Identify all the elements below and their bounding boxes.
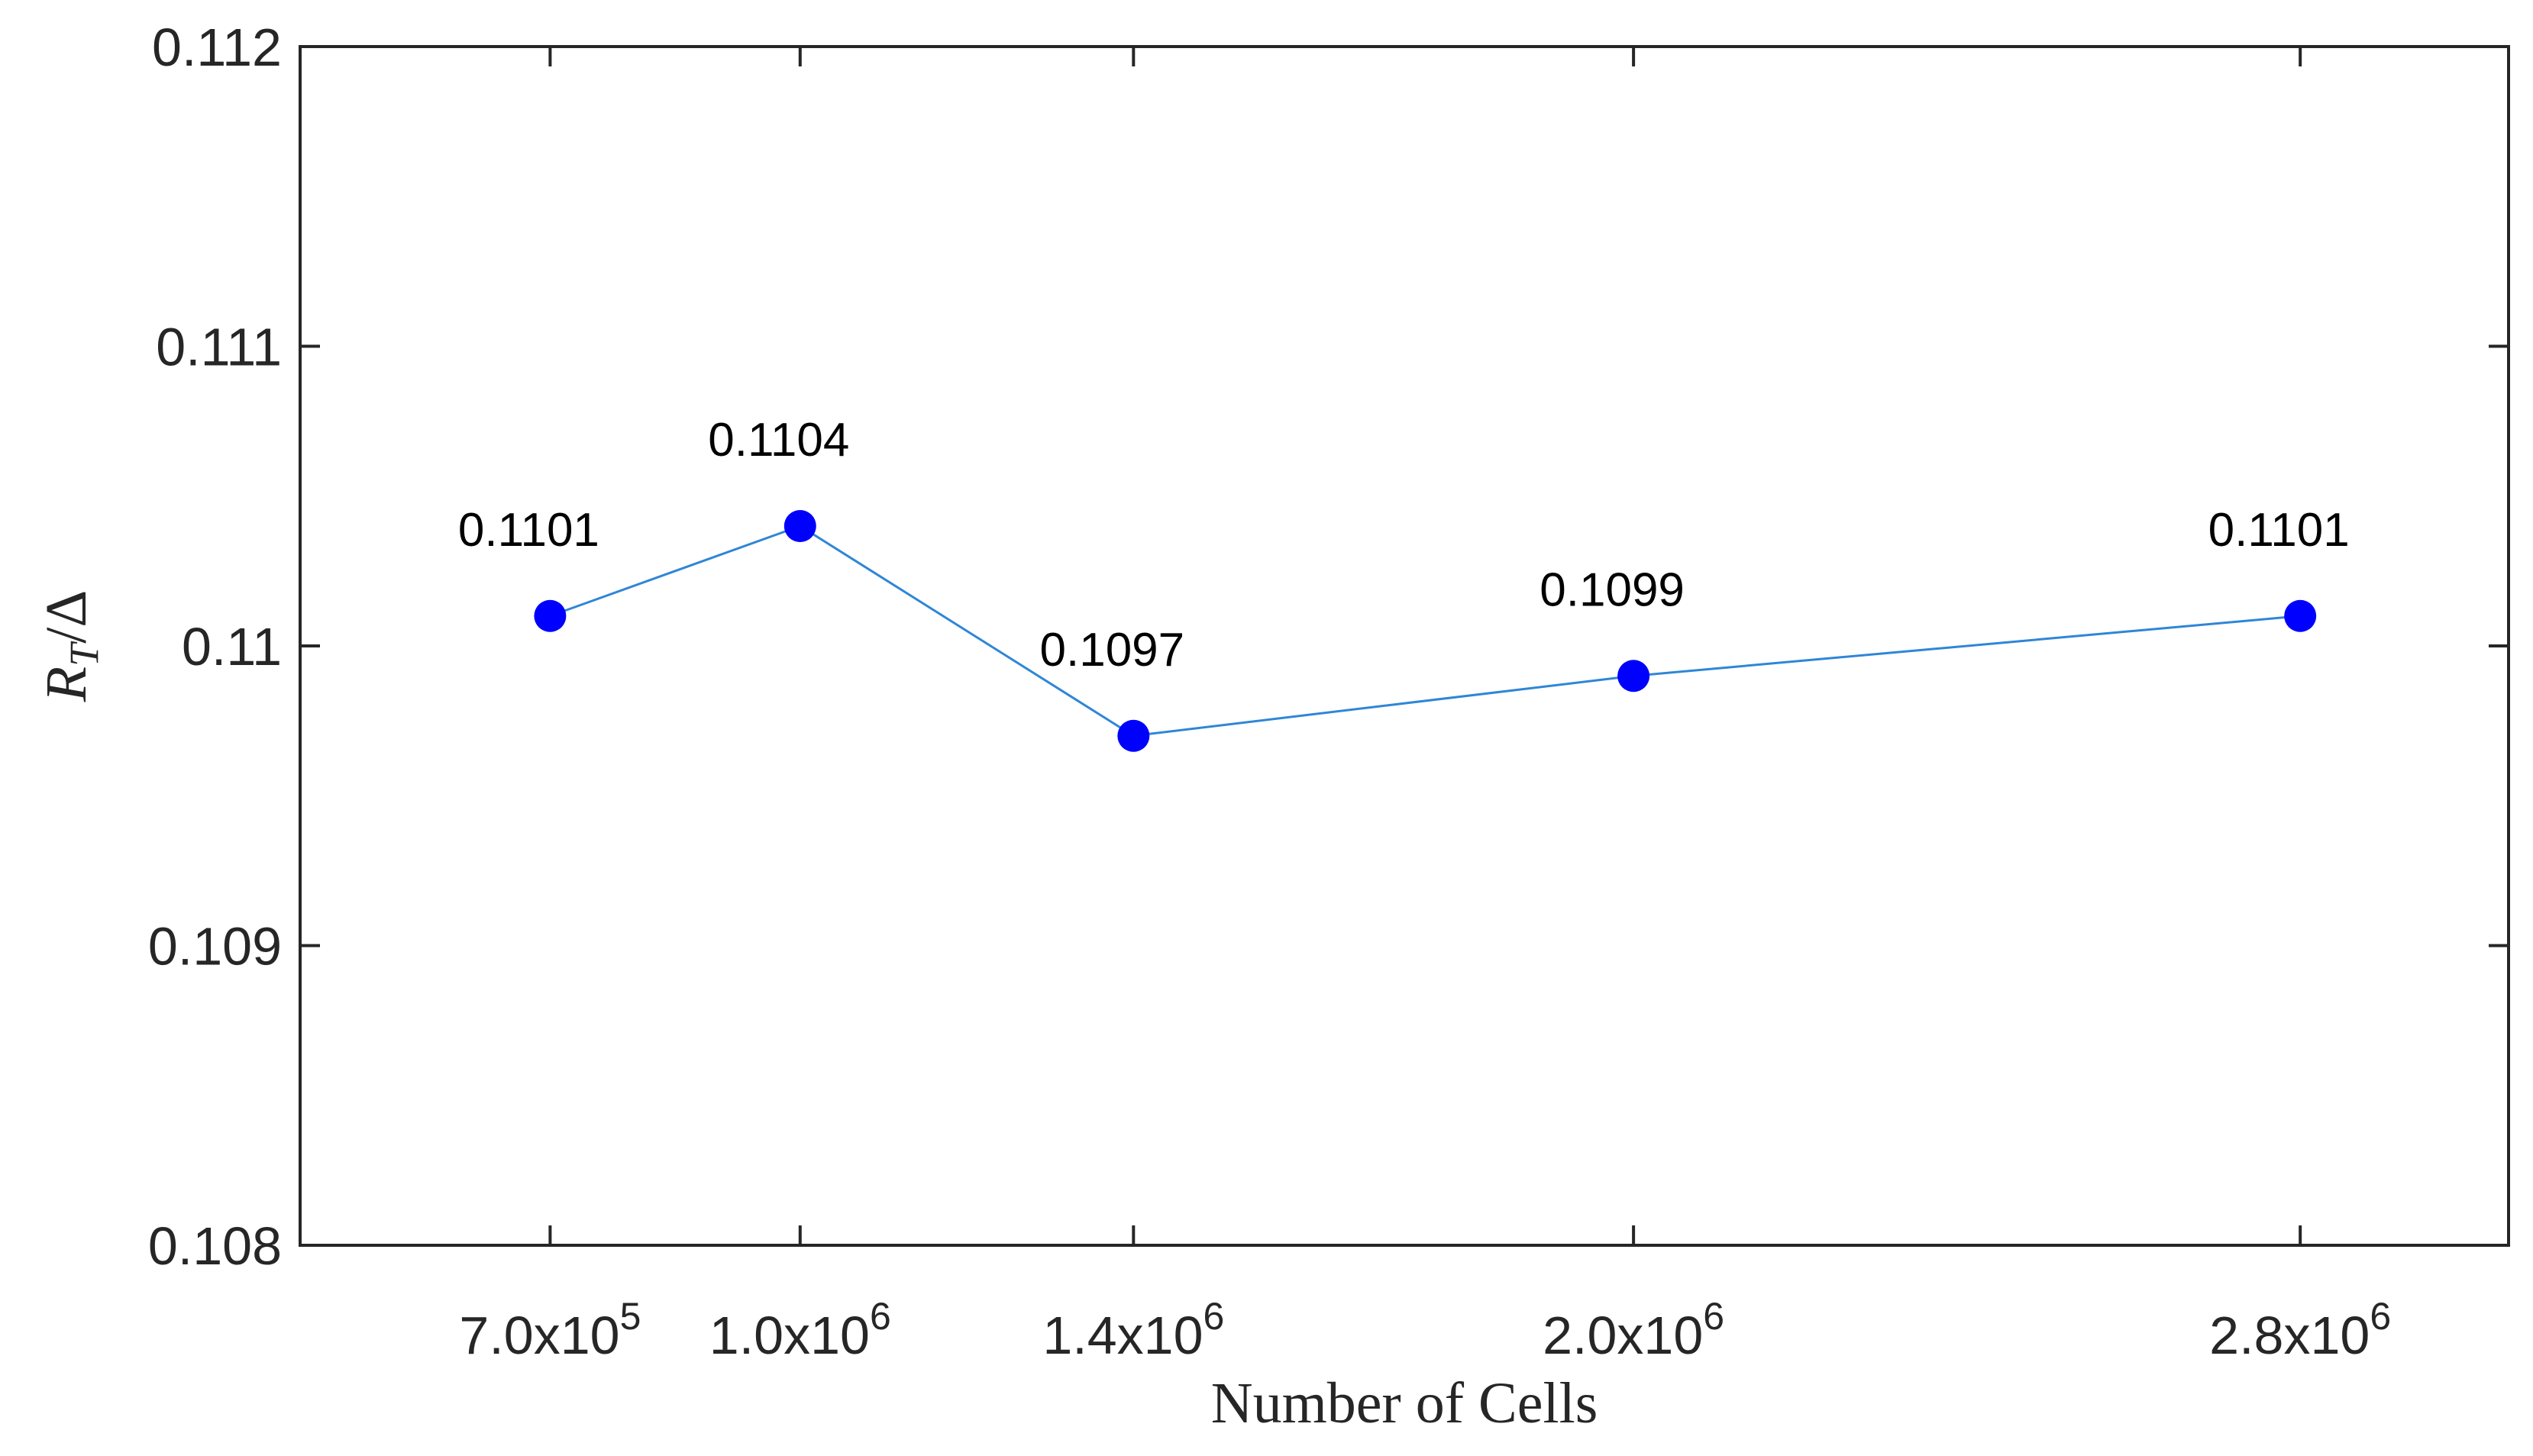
y-tick-label: 0.11 — [182, 617, 282, 676]
data-label: 0.1099 — [1540, 563, 1685, 616]
y-tick-label: 0.109 — [148, 917, 282, 977]
data-point — [1617, 660, 1650, 692]
axes-layer — [299, 45, 2510, 1247]
series-line — [549, 525, 2301, 738]
x-tick-label: 1.0x106 — [709, 1295, 891, 1365]
x-tick-label: 2.0x106 — [1543, 1295, 1724, 1365]
y-axis-title: RT/Δ — [34, 590, 107, 702]
x-tick-label: 2.8x106 — [2209, 1295, 2391, 1365]
series-layer — [534, 510, 2317, 752]
x-axis-title: Number of Cells — [1211, 1371, 1598, 1435]
y-tick-label: 0.111 — [156, 318, 282, 377]
x-tick-label: 1.4x106 — [1042, 1295, 1224, 1365]
y-tick-label: 0.108 — [148, 1216, 282, 1276]
data-label: 0.1097 — [1040, 624, 1185, 676]
y-tick-label: 0.112 — [152, 18, 282, 77]
data-point — [534, 599, 567, 632]
data-point — [1117, 719, 1150, 752]
data-point — [783, 510, 816, 542]
data-point — [2284, 599, 2317, 632]
data-label: 0.1104 — [708, 414, 849, 467]
data-label: 0.1101 — [2208, 504, 2350, 557]
data-label: 0.1101 — [458, 504, 599, 557]
plot-frame — [299, 45, 2510, 1247]
labels-layer: 0.108 0.109 0.11 0.111 0.112 7.0x105 1.0x106 1.… — [148, 18, 2391, 1365]
x-tick-label: 7.0x105 — [459, 1295, 641, 1365]
